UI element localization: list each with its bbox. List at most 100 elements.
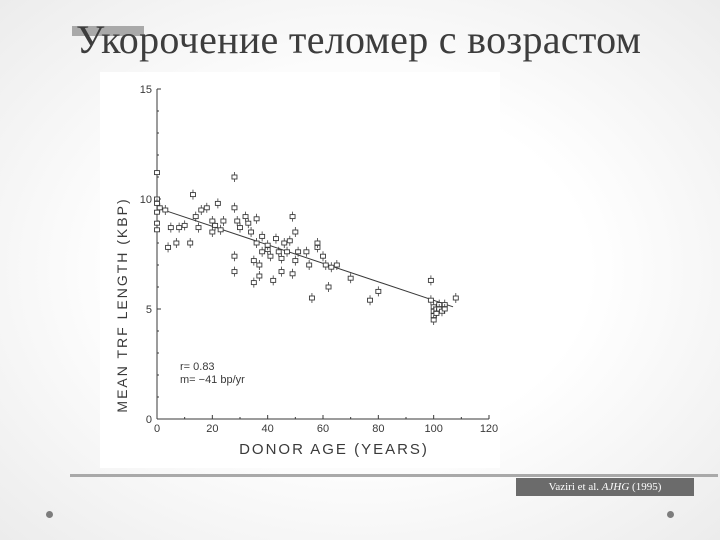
data-point — [176, 225, 183, 231]
data-point — [231, 205, 238, 211]
data-point — [281, 240, 288, 246]
data-point — [278, 269, 285, 275]
data-point — [195, 225, 202, 231]
data-point — [314, 240, 321, 246]
data-point — [245, 220, 252, 226]
data-point — [270, 277, 277, 283]
data-point — [308, 295, 315, 301]
x-tick-label: 20 — [206, 423, 218, 435]
x-tick-label: 100 — [424, 423, 442, 435]
data-point — [430, 317, 437, 323]
data-point — [231, 174, 238, 180]
data-point — [190, 192, 196, 198]
data-point — [234, 218, 241, 224]
data-point — [154, 170, 160, 176]
y-axis-label: MEAN TRF LENGTH (KBP) — [114, 197, 130, 412]
data-point — [289, 214, 296, 220]
data-point — [231, 269, 238, 275]
data-point — [433, 310, 440, 316]
data-point — [217, 227, 224, 233]
y-tick-label: 10 — [140, 194, 152, 206]
data-point — [187, 240, 194, 246]
data-point — [198, 207, 205, 213]
data-point — [248, 229, 255, 235]
data-point — [253, 240, 260, 246]
data-point — [154, 227, 160, 233]
data-point — [259, 233, 266, 239]
data-point — [275, 249, 282, 255]
x-tick-label: 80 — [372, 423, 384, 435]
data-point — [192, 214, 199, 220]
data-point — [292, 229, 299, 235]
data-point — [256, 273, 263, 279]
data-point — [214, 200, 221, 206]
x-tick-label: 60 — [317, 423, 329, 435]
data-point — [181, 222, 188, 228]
data-point — [427, 297, 434, 303]
data-point — [284, 249, 290, 255]
data-point — [212, 222, 219, 228]
data-point — [250, 280, 257, 286]
data-point — [306, 262, 313, 268]
data-point — [253, 216, 260, 222]
data-point — [367, 297, 373, 303]
data-point — [242, 214, 249, 220]
annotation-r: r= 0.83 — [180, 361, 215, 373]
chart-image: 0 20 40 60 80 100 120 0 5 10 15 MEAN TRF LENGTH (K… — [100, 72, 500, 468]
data-point — [267, 253, 274, 259]
annotation-slope: m= −41 bp/yr — [180, 374, 245, 386]
data-point — [375, 288, 382, 294]
data-point — [209, 229, 216, 235]
data-point — [273, 236, 279, 242]
y-tick-label: 5 — [146, 304, 152, 316]
y-tick-label: 15 — [140, 84, 152, 96]
data-point — [289, 271, 296, 277]
data-point — [259, 249, 266, 255]
x-tick-label: 40 — [262, 423, 274, 435]
data-point — [292, 258, 299, 264]
data-point — [320, 253, 326, 259]
data-point — [154, 220, 160, 226]
data-point — [167, 225, 174, 231]
data-point — [452, 295, 459, 301]
x-axis-label: DONOR AGE (YEARS) — [239, 441, 429, 458]
data-point — [303, 249, 310, 255]
citation-journal: AJHG — [601, 481, 630, 493]
data-point — [156, 205, 163, 211]
data-point — [347, 275, 354, 281]
data-point — [328, 264, 335, 270]
y-tick-label: 0 — [146, 414, 152, 426]
data-point — [295, 249, 302, 255]
data-point — [325, 284, 332, 290]
x-tick-label: 120 — [480, 423, 498, 435]
x-tick-label: 0 — [154, 423, 160, 435]
data-point — [333, 262, 340, 268]
footer-rule — [70, 474, 718, 477]
data-point — [220, 218, 227, 224]
data-point — [231, 253, 238, 259]
data-point — [264, 242, 271, 248]
citation-year: (1995) — [632, 481, 662, 493]
citation-authors: Vaziri et al. — [548, 481, 600, 493]
nav-dot-right — [667, 511, 674, 518]
data-point — [173, 240, 180, 246]
data-point — [165, 244, 172, 250]
data-point — [162, 207, 169, 213]
data-point — [441, 306, 448, 312]
data-point — [427, 277, 434, 283]
data-point — [286, 238, 293, 244]
data-point — [154, 209, 160, 215]
citation-badge: Vaziri et al. AJHG (1995) — [516, 478, 694, 496]
data-point — [250, 258, 257, 264]
data-point — [237, 225, 243, 231]
data-point — [256, 262, 263, 268]
data-point — [278, 255, 285, 261]
scatter-chart: 0 20 40 60 80 100 120 0 5 10 15 MEAN TRF LENGTH (K… — [114, 84, 498, 458]
data-point — [203, 205, 210, 211]
title-accent-bar — [72, 26, 144, 36]
regression-line — [156, 207, 454, 308]
slide-title: Укорочение теломер с возрастом — [76, 17, 642, 62]
nav-dot-left — [46, 511, 53, 518]
data-point — [154, 200, 160, 206]
data-point — [209, 218, 216, 224]
